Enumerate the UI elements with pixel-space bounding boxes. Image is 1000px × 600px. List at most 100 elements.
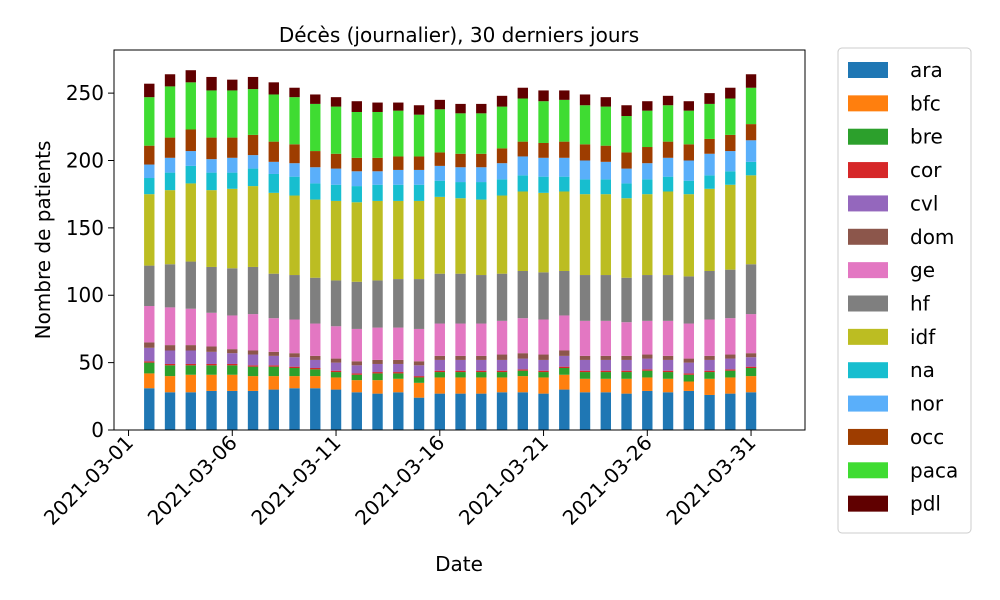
bar-dom-2021-03-09: [289, 353, 300, 358]
bar-paca-2021-03-15: [413, 114, 425, 157]
bar-paca-2021-03-09: [289, 97, 300, 145]
bar-cor-2021-03-06: [227, 363, 238, 366]
bar-cor-2021-03-16: [434, 370, 445, 373]
bar-nor-2021-03-02: [144, 164, 155, 179]
bar-hf-2021-03-14: [393, 279, 404, 328]
bar-ge-2021-03-09: [289, 319, 300, 354]
bar-cor-2021-03-30: [725, 369, 736, 371]
bar-ge-2021-03-23: [579, 320, 591, 356]
bar-idf-2021-03-20: [517, 191, 528, 271]
bar-nor-2021-03-14: [393, 169, 404, 185]
bar-idf-2021-03-02: [144, 194, 155, 266]
bar-paca-2021-03-20: [517, 98, 528, 142]
bar-dom-2021-03-24: [600, 355, 611, 360]
legend-label-ara: ara: [910, 58, 943, 82]
bar-occ-2021-03-04: [185, 129, 196, 152]
bar-paca-2021-03-29: [704, 103, 715, 139]
bar-occ-2021-03-22: [559, 141, 570, 158]
bar-hf-2021-03-11: [330, 280, 342, 327]
bar-hf-2021-03-08: [268, 273, 279, 319]
bar-pdl-2021-03-25: [621, 105, 632, 117]
bar-ge-2021-03-15: [413, 328, 425, 362]
bar-ara-2021-03-19: [496, 392, 508, 430]
bar-ge-2021-03-18: [476, 323, 487, 356]
bar-cor-2021-03-08: [268, 365, 279, 367]
bar-nor-2021-03-07: [247, 155, 259, 169]
y-tick-label: 100: [66, 283, 104, 307]
bar-bfc-2021-03-03: [164, 376, 176, 393]
bar-na-2021-03-13: [372, 184, 383, 201]
bar-paca-2021-03-18: [476, 113, 487, 154]
y-tick-label: 250: [66, 81, 104, 105]
bar-ara-2021-03-23: [579, 392, 591, 430]
bar-ge-2021-03-13: [372, 327, 383, 360]
bar-bre-2021-03-05: [206, 365, 217, 375]
bar-na-2021-03-11: [330, 184, 342, 201]
bar-paca-2021-03-03: [164, 86, 176, 138]
bar-pdl-2021-03-18: [476, 103, 487, 114]
bar-idf-2021-03-12: [351, 202, 362, 282]
bar-occ-2021-03-07: [247, 134, 259, 156]
bar-idf-2021-03-26: [642, 194, 653, 276]
bar-bre-2021-03-21: [538, 372, 549, 378]
bar-ge-2021-03-20: [517, 318, 528, 354]
bar-dom-2021-03-18: [476, 355, 487, 360]
bar-pdl-2021-03-30: [725, 87, 736, 99]
bar-cor-2021-03-23: [579, 370, 591, 373]
bar-ara-2021-03-04: [185, 392, 196, 430]
bar-cor-2021-03-22: [559, 366, 570, 369]
bar-hf-2021-03-03: [164, 264, 176, 308]
bar-idf-2021-03-24: [600, 194, 611, 276]
bar-cor-2021-03-09: [289, 366, 300, 369]
bar-bfc-2021-03-11: [330, 377, 342, 390]
bar-idf-2021-03-19: [496, 195, 508, 274]
bar-ge-2021-03-12: [351, 328, 362, 362]
bar-idf-2021-03-09: [289, 195, 300, 276]
bar-dom-2021-03-21: [538, 354, 549, 360]
bar-dom-2021-03-12: [351, 361, 362, 366]
bar-paca-2021-03-05: [206, 90, 217, 138]
bar-nor-2021-03-30: [725, 151, 736, 172]
bar-ge-2021-03-10: [310, 323, 321, 356]
legend-swatch-cor: [848, 162, 888, 179]
bar-cvl-2021-03-21: [538, 359, 549, 371]
bar-bre-2021-03-17: [455, 372, 466, 378]
bar-cvl-2021-03-04: [185, 350, 196, 364]
bar-ge-2021-03-05: [206, 312, 217, 347]
bar-hf-2021-03-30: [725, 269, 736, 319]
bar-ge-2021-03-16: [434, 323, 445, 356]
bar-ara-2021-03-09: [289, 388, 300, 430]
bar-ara-2021-03-25: [621, 393, 632, 430]
legend-label-dom: dom: [910, 225, 954, 249]
bar-cvl-2021-03-11: [330, 362, 342, 371]
bar-ge-2021-03-03: [164, 307, 176, 346]
bar-paca-2021-03-02: [144, 97, 155, 146]
bar-hf-2021-03-31: [745, 264, 757, 315]
bar-idf-2021-03-07: [247, 186, 259, 267]
bar-bre-2021-03-27: [662, 372, 674, 379]
bar-occ-2021-03-31: [745, 124, 757, 141]
bar-occ-2021-03-02: [144, 145, 155, 165]
bar-dom-2021-03-06: [227, 349, 238, 354]
bar-pdl-2021-03-24: [600, 97, 611, 107]
bar-pdl-2021-03-13: [372, 102, 383, 112]
bar-bre-2021-03-08: [268, 366, 279, 377]
bar-bfc-2021-03-04: [185, 374, 196, 393]
bar-idf-2021-03-21: [538, 192, 549, 273]
bar-pdl-2021-03-26: [642, 101, 653, 111]
bar-cor-2021-03-20: [517, 369, 528, 371]
y-axis-label: Nombre de patients: [31, 141, 55, 340]
bar-occ-2021-03-06: [227, 137, 238, 158]
bar-cor-2021-03-04: [185, 363, 196, 366]
bar-nor-2021-03-23: [579, 160, 591, 180]
bar-occ-2021-03-19: [496, 148, 508, 164]
legend-label-idf: idf: [910, 325, 936, 349]
legend-swatch-bre: [848, 128, 888, 145]
bar-cvl-2021-03-03: [164, 350, 176, 364]
bar-nor-2021-03-11: [330, 168, 342, 185]
bar-ara-2021-03-13: [372, 393, 383, 430]
bar-paca-2021-03-23: [579, 105, 591, 145]
bar-bfc-2021-03-12: [351, 380, 362, 393]
bar-na-2021-03-22: [559, 176, 570, 192]
bar-nor-2021-03-06: [227, 157, 238, 173]
